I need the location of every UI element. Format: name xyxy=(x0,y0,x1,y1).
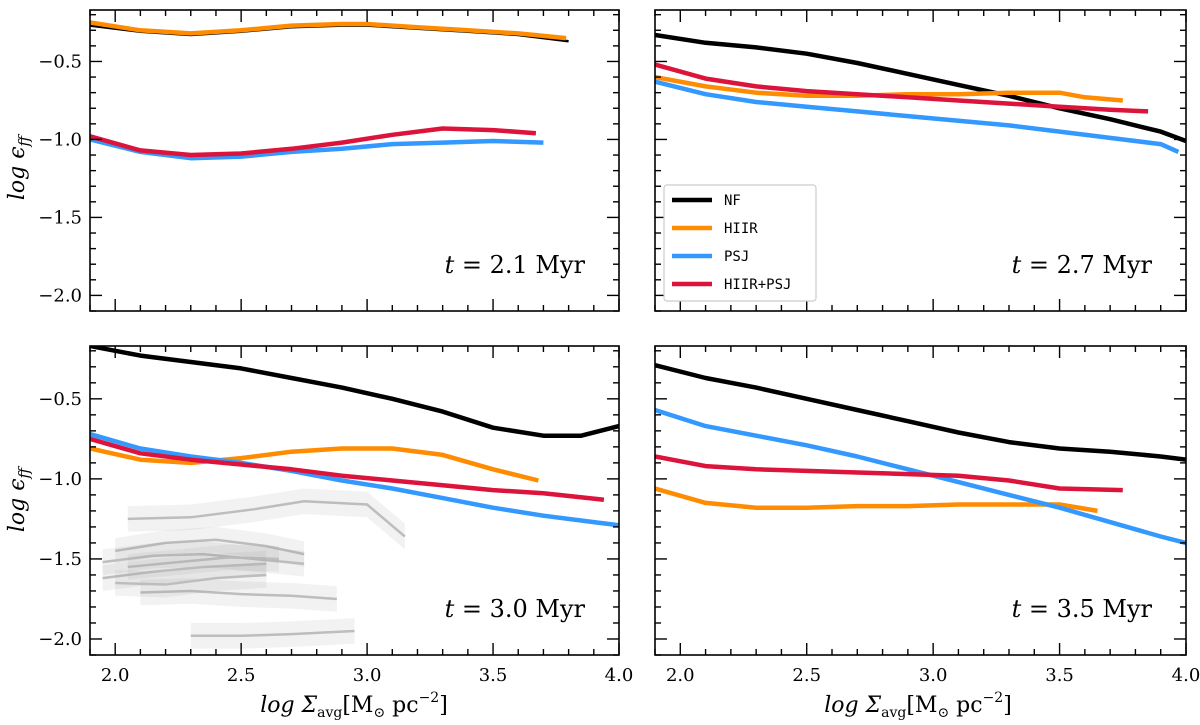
x-tick-label: 4.0 xyxy=(1172,665,1200,686)
y-axis-label-bottom: log ϵff xyxy=(5,465,33,532)
legend: NF HIIR PSJ HIIR+PSJ xyxy=(663,184,817,302)
y-tick-label: −2.0 xyxy=(38,629,82,650)
y-tick-label: −2.0 xyxy=(38,285,82,306)
legend-box xyxy=(663,184,817,302)
time-annotation: t = 2.7 Myr xyxy=(1012,251,1153,279)
y-axis-label-top: log ϵff xyxy=(5,133,33,200)
x-axis-label-right: log Σavg[M⊙ pc−2] xyxy=(824,690,1012,721)
legend-label: NF xyxy=(724,193,741,209)
plot-frame xyxy=(89,345,620,656)
x-tick-label: 3.0 xyxy=(919,665,948,686)
x-tick-label: 3.5 xyxy=(479,665,508,686)
observation-line xyxy=(127,500,406,538)
observation-line xyxy=(115,573,267,586)
x-axis-label-left: log Σavg[M⊙ pc−2] xyxy=(260,690,448,721)
time-annotation: t = 2.1 Myr xyxy=(445,251,586,279)
series-line-nf xyxy=(90,346,619,438)
plot-area xyxy=(655,363,1186,546)
legend-label: HIIR xyxy=(724,221,758,237)
observation-band xyxy=(115,526,305,567)
y-tick-label: −0.5 xyxy=(38,51,82,72)
series-line-psj xyxy=(655,79,1180,154)
x-tick-label: 2.0 xyxy=(666,665,695,686)
series-line-psj xyxy=(90,137,544,161)
y-tick-label: −1.0 xyxy=(38,129,82,150)
series-line-hiir-psj xyxy=(90,126,537,158)
legend-label: PSJ xyxy=(724,249,749,265)
plot-frame xyxy=(654,9,1187,312)
x-tick-label: 3.0 xyxy=(353,665,382,686)
series-line-psj xyxy=(90,431,619,528)
observation-line xyxy=(114,538,305,556)
panel-top-left: −0.5 −1.0 −1.5 −2.0 t = 2.1 Myr xyxy=(38,9,620,312)
panels: −0.5 −1.0 −1.5 −2.0 t = 2.1 Myr t = 2.7 Myr 2.… xyxy=(38,9,1200,686)
series-line-hiir-psj xyxy=(655,62,1149,114)
legend-label: HIIR+PSJ xyxy=(724,277,791,293)
observation-band xyxy=(102,550,267,591)
y-tick-label: −0.5 xyxy=(38,389,82,410)
series-line-nf xyxy=(655,363,1186,462)
plot-frame xyxy=(654,345,1187,656)
panel-top-right: t = 2.7 Myr xyxy=(654,9,1187,312)
plot-area xyxy=(90,20,569,161)
plot-area xyxy=(655,32,1186,154)
series-line-hiir-psj xyxy=(90,436,605,502)
series-line-hiir xyxy=(655,486,1098,514)
y-tick-label: −1.0 xyxy=(38,469,82,490)
series-line-hiir xyxy=(655,74,1123,103)
observation-line xyxy=(102,562,267,580)
panel-bottom-left: 2.0 2.5 3.0 3.5 4.0 −0.5 −1.0 −1.5 −2.0 t = 3.0 M… xyxy=(38,345,634,686)
x-tick-label: 2.0 xyxy=(101,665,130,686)
series-line-hiir-psj xyxy=(655,454,1123,493)
time-annotation: t = 3.5 Myr xyxy=(1012,595,1153,623)
panel-bottom-right: 2.0 2.5 3.0 3.5 4.0 t = 3.5 Myr xyxy=(654,345,1200,686)
observation-band xyxy=(190,618,355,649)
series-line-hiir xyxy=(90,20,567,41)
observation-line xyxy=(140,589,337,601)
plot-frame xyxy=(89,9,620,312)
x-tick-label: 2.5 xyxy=(792,665,821,686)
x-tick-label: 2.5 xyxy=(227,665,256,686)
series-line-hiir xyxy=(90,446,539,483)
observation-line xyxy=(190,629,355,638)
observation-band xyxy=(115,562,267,598)
plot-area xyxy=(90,346,619,649)
series-line-nf xyxy=(655,32,1186,144)
observation-line xyxy=(127,556,279,569)
time-annotation: t = 3.0 Myr xyxy=(445,595,586,623)
observation-line xyxy=(102,552,305,565)
y-tick-label: −1.5 xyxy=(38,549,82,570)
x-tick-label: 3.5 xyxy=(1045,665,1074,686)
y-tick-label: −1.5 xyxy=(38,207,82,228)
x-tick-label: 4.0 xyxy=(605,665,634,686)
